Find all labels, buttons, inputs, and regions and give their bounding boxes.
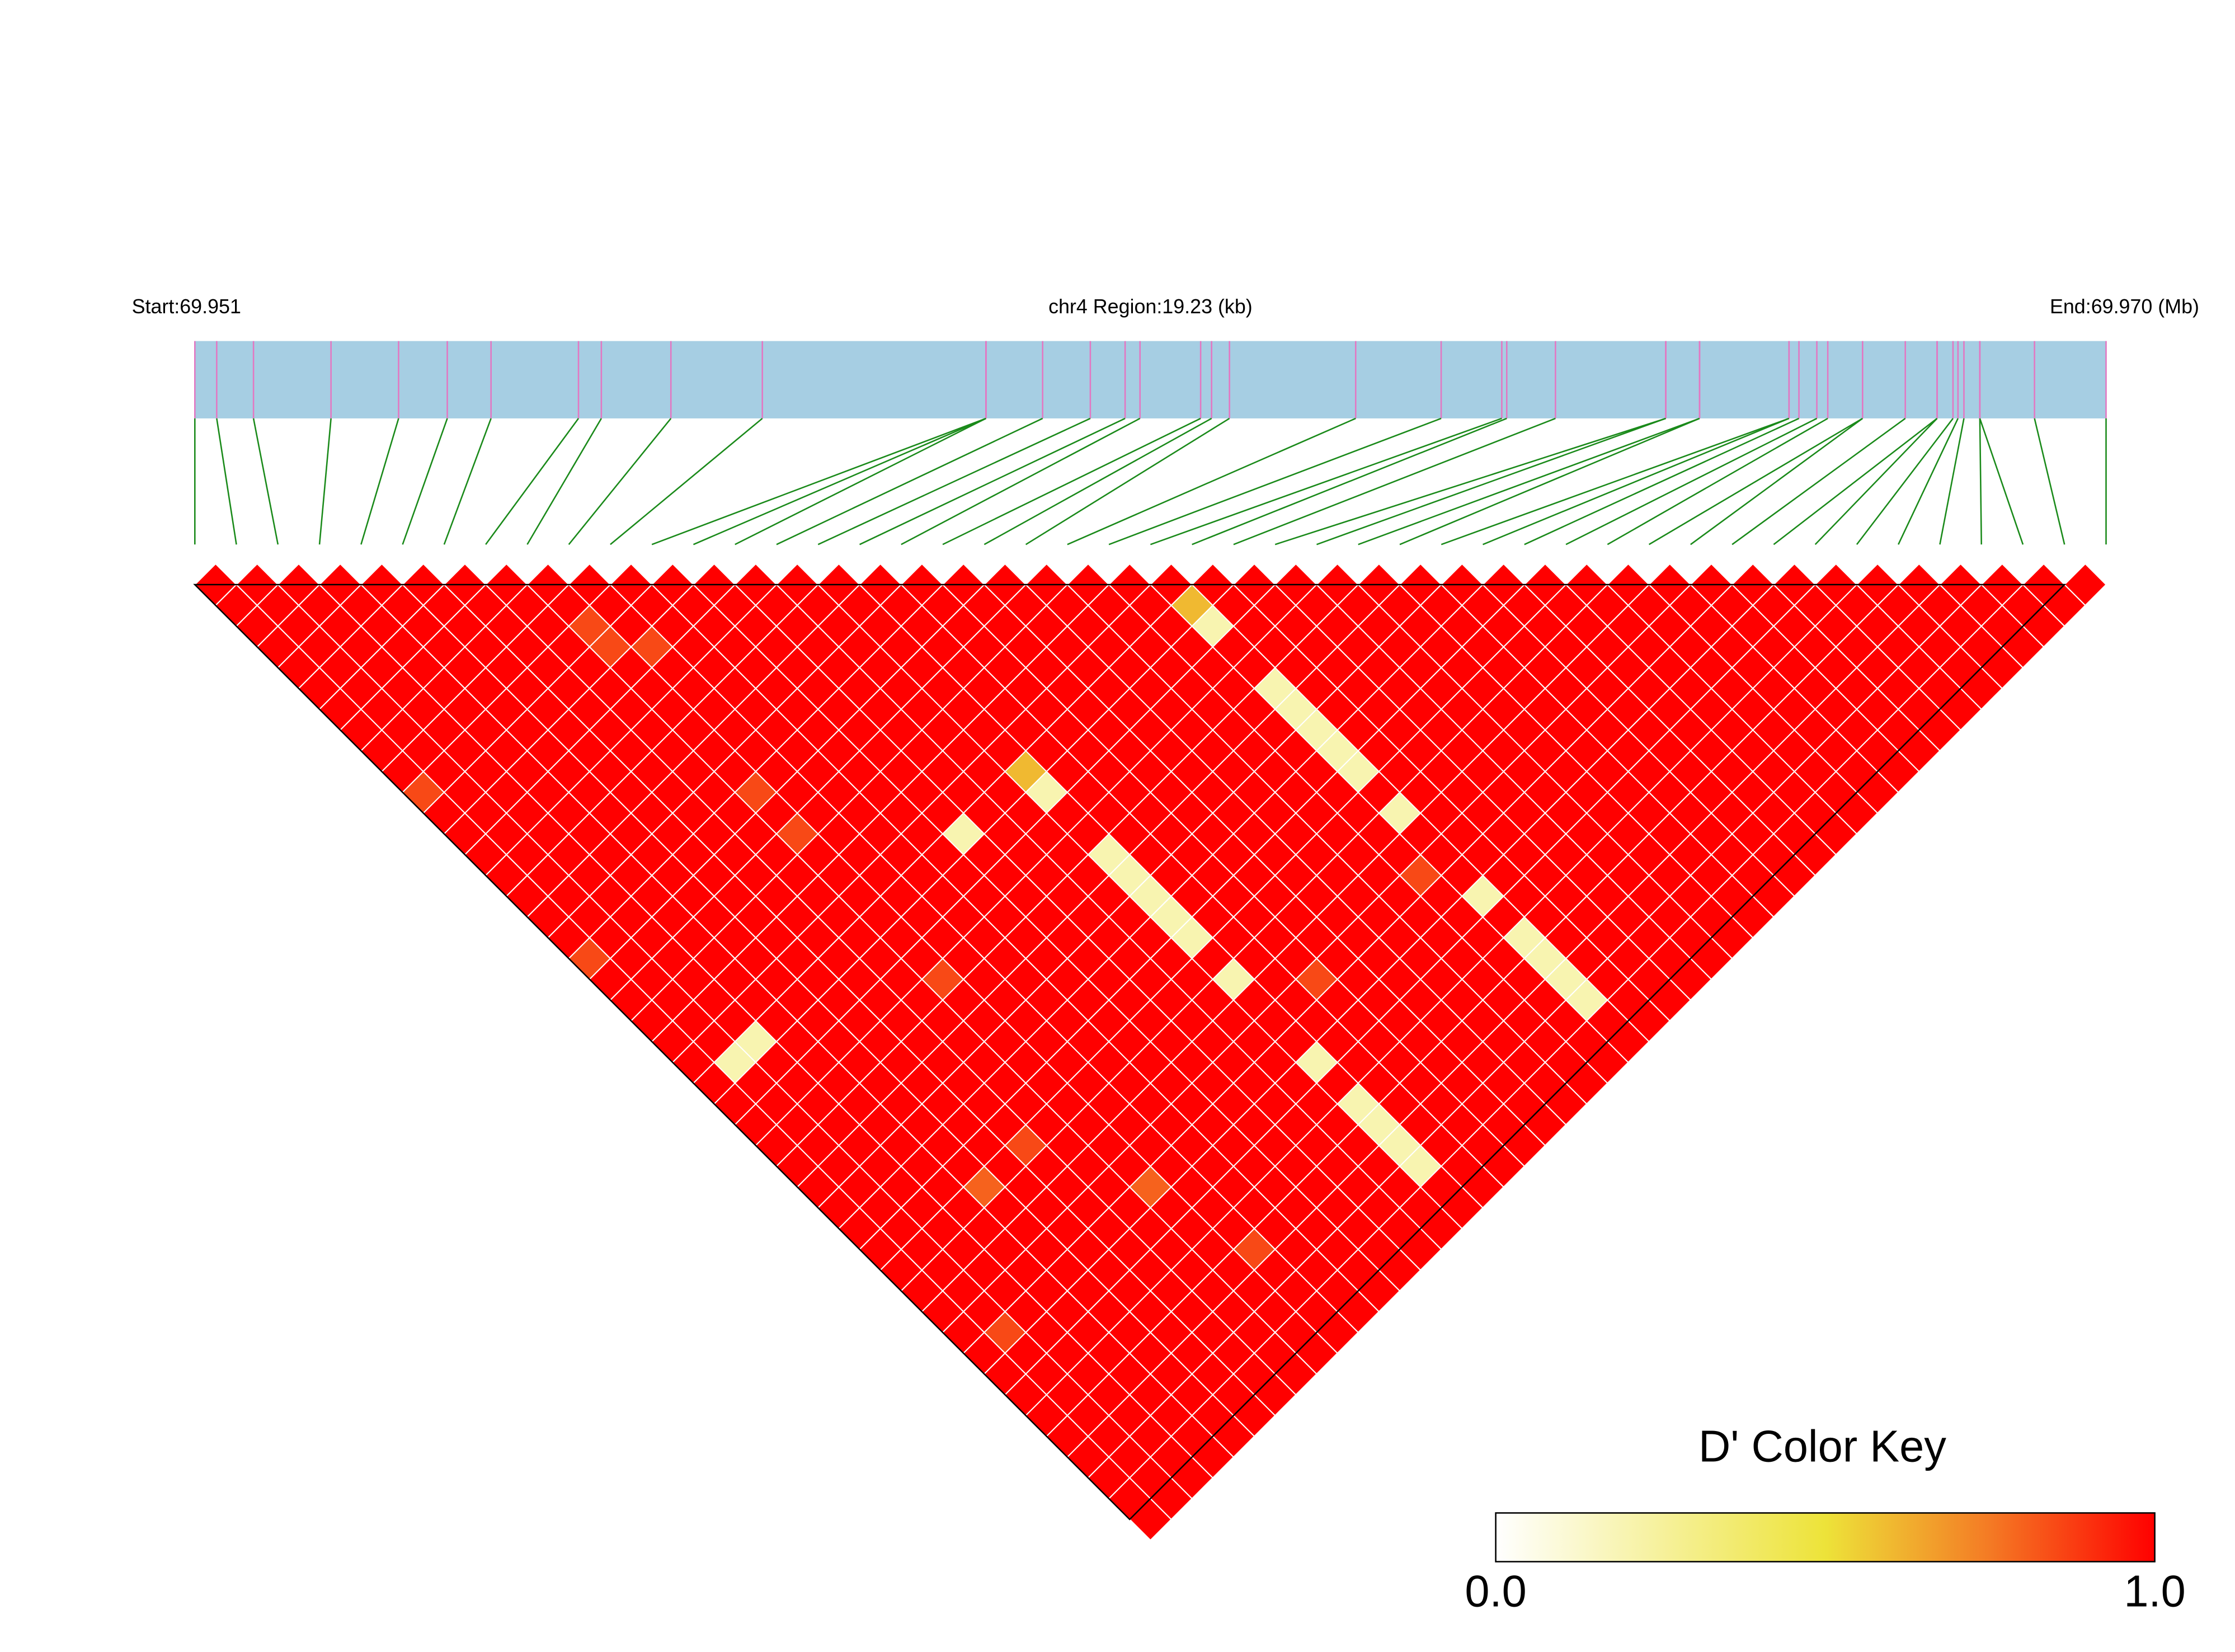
- snp-link: [817, 417, 1091, 545]
- snp-link: [1773, 417, 1938, 545]
- snp-link: [252, 418, 279, 545]
- snp-link: [1979, 418, 2024, 545]
- snp-link: [1441, 417, 1790, 545]
- snp-link: [318, 418, 332, 545]
- snp-link: [443, 418, 492, 545]
- snp-link: [1108, 417, 1442, 545]
- snp-link: [526, 418, 602, 545]
- ld-cell: [2063, 563, 2107, 606]
- heatmap: [194, 563, 2107, 1541]
- snp-link: [1856, 418, 1954, 545]
- snp-link: [2034, 418, 2065, 545]
- snp-link: [610, 417, 763, 545]
- colorbar-title: D' Color Key: [1698, 1422, 1946, 1471]
- snp-link: [216, 418, 237, 545]
- snp-link: [1979, 418, 1983, 545]
- snp-link: [901, 417, 1141, 545]
- end-label: End:69.970 (Mb): [2050, 295, 2199, 318]
- snp-link: [1192, 417, 1507, 545]
- snp-link: [1316, 417, 1666, 545]
- region-label: chr4 Region:19.23 (kb): [1048, 295, 1253, 318]
- snp-link: [1939, 418, 1965, 545]
- snp-link: [859, 417, 1126, 545]
- region-bar: [195, 341, 2106, 418]
- snp-link: [984, 417, 1212, 545]
- snp-link: [1025, 417, 1230, 545]
- snp-link: [1358, 417, 1700, 545]
- colorbar-tick-label: 1.0: [2124, 1566, 2185, 1616]
- colorbar-tick-label: 0.0: [1465, 1566, 1526, 1616]
- snp-link: [1814, 418, 1938, 545]
- snp-link: [1565, 417, 1818, 545]
- snp-link: [1524, 417, 1800, 545]
- snp-link: [1607, 417, 1828, 545]
- snp-link: [651, 417, 986, 545]
- colorbar: [1495, 1512, 2156, 1562]
- snp-link: [568, 418, 672, 545]
- snp-link: [402, 418, 448, 545]
- snp-link: [1150, 417, 1502, 545]
- snp-link: [693, 417, 986, 545]
- start-label: Start:69.951: [132, 295, 241, 318]
- snp-link: [1731, 417, 1906, 545]
- snp-link: [942, 417, 1201, 545]
- snp-link: [485, 418, 580, 545]
- snp-link: [1898, 418, 1959, 545]
- snp-link: [1067, 417, 1356, 545]
- snp-link: [735, 417, 986, 545]
- snp-link: [1233, 417, 1556, 545]
- snp-link: [776, 417, 1043, 545]
- snp-link: [1690, 417, 1864, 545]
- snp-link: [1483, 417, 1790, 545]
- snp-link: [1648, 417, 1863, 545]
- triangle-outline: [193, 583, 2067, 1521]
- snp-link: [360, 418, 399, 545]
- snp-link: [1399, 417, 1700, 545]
- snp-link: [1274, 417, 1666, 545]
